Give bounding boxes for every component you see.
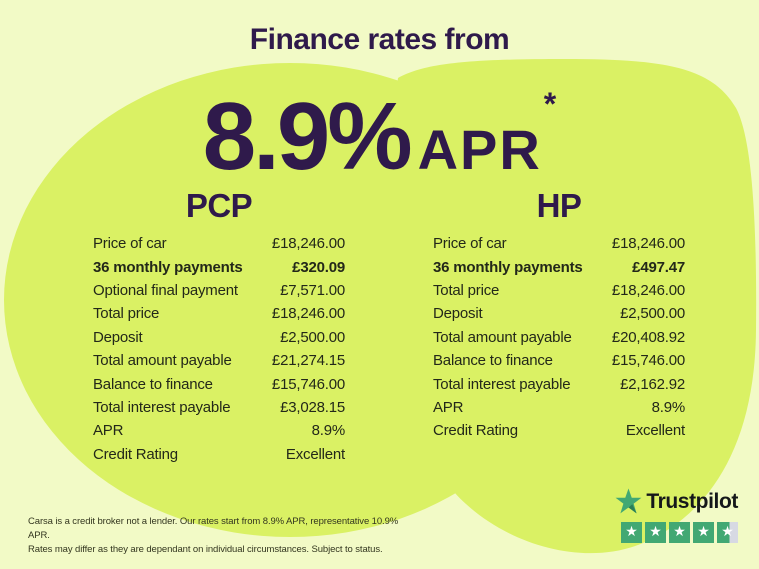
finance-row-value: £2,500.00 — [280, 328, 345, 346]
finance-row-label: Total price — [433, 281, 500, 299]
disclaimer: Carsa is a credit broker not a lender. O… — [28, 515, 418, 557]
finance-row: Credit Rating Excellent — [93, 443, 345, 466]
finance-row-value: £18,246.00 — [271, 305, 345, 323]
finance-row-label: 36 monthly payments — [93, 258, 243, 276]
finance-row: APR 8.9% — [433, 396, 685, 419]
finance-row-label: Credit Rating — [93, 445, 178, 463]
trustpilot-star-icon — [615, 488, 642, 514]
finance-row-label: APR — [93, 422, 124, 440]
headline-rate: 8.9% APR* — [0, 56, 759, 198]
finance-row-label: Deposit — [93, 328, 143, 346]
trustpilot-widget: Trustpilot ★ ★ ★ ★ ★ — [615, 488, 738, 543]
finance-row: Total interest payable £3,028.15 — [93, 396, 345, 419]
rate-value: 8.9% — [202, 83, 413, 190]
hp-title: HP — [536, 187, 582, 224]
finance-row: Price of car £18,246.00 — [93, 232, 345, 255]
finance-row-value: £21,274.15 — [271, 352, 345, 370]
finance-row-value: £320.09 — [292, 258, 345, 276]
finance-row: Price of car £18,246.00 — [433, 232, 685, 255]
finance-row: Total amount payable £20,408.92 — [433, 326, 685, 349]
trustpilot-logo: Trustpilot — [615, 488, 738, 515]
headline-eyebrow: Finance rates from — [249, 23, 510, 56]
apr-asterisk: * — [543, 86, 557, 122]
rating-star-icon: ★ — [669, 522, 690, 543]
trustpilot-rating-stars: ★ ★ ★ ★ ★ — [621, 522, 738, 543]
finance-row-value: £7,571.00 — [280, 281, 345, 299]
finance-row: APR 8.9% — [93, 419, 345, 442]
finance-row-label: Price of car — [93, 235, 167, 253]
finance-row-value: Excellent — [285, 445, 345, 463]
finance-row-value: £2,500.00 — [620, 305, 685, 323]
finance-row-label: Total interest payable — [433, 375, 571, 393]
rating-star-icon: ★ — [717, 522, 738, 543]
finance-row-label: 36 monthly payments — [433, 258, 583, 276]
finance-row: Total price £18,246.00 — [93, 302, 345, 325]
finance-row-label: Price of car — [433, 235, 507, 253]
finance-row: Total interest payable £2,162.92 — [433, 372, 685, 395]
finance-row-value: £18,246.00 — [611, 281, 685, 299]
right-blob — [394, 59, 757, 554]
trustpilot-wordmark: Trustpilot — [646, 490, 738, 513]
disclaimer-line-2: Rates may differ as they are dependant o… — [28, 544, 383, 555]
hp-table: HP Price of car £18,246.00 36 monthly paym… — [433, 189, 685, 443]
apr-label: APR — [417, 118, 542, 181]
finance-row-label: Total price — [93, 305, 160, 323]
finance-row-value: £18,246.00 — [271, 235, 345, 253]
finance-row-label: APR — [433, 398, 464, 416]
finance-row: Deposit £2,500.00 — [433, 302, 685, 325]
finance-row: Total price £18,246.00 — [433, 279, 685, 302]
finance-row: 36 monthly payments £320.09 — [93, 255, 345, 278]
finance-row-label: Total interest payable — [93, 398, 231, 416]
finance-row: Credit Rating Excellent — [433, 419, 685, 442]
finance-row: Total amount payable £21,274.15 — [93, 349, 345, 372]
rating-star-icon: ★ — [645, 522, 666, 543]
finance-row-value: £2,162.92 — [620, 375, 685, 393]
finance-row-label: Total amount payable — [93, 352, 232, 370]
finance-row-value: £15,746.00 — [611, 352, 685, 370]
finance-row: Deposit £2,500.00 — [93, 326, 345, 349]
finance-row-label: Optional final payment — [93, 281, 238, 299]
finance-row-label: Credit Rating — [433, 422, 518, 440]
hp-rows: Price of car £18,246.00 36 monthly payment… — [433, 232, 685, 443]
finance-row-value: £3,028.15 — [280, 398, 345, 416]
finance-row-value: 8.9% — [651, 398, 686, 416]
disclaimer-line-1: Carsa is a credit broker not a lender. O… — [28, 516, 399, 541]
finance-row-label: Deposit — [433, 305, 483, 323]
pcp-title: PCP — [185, 187, 253, 224]
finance-row: Balance to finance £15,746.00 — [93, 372, 345, 395]
finance-row-value: £20,408.92 — [611, 328, 685, 346]
finance-row-value: £18,246.00 — [611, 235, 685, 253]
pcp-rows: Price of car £18,246.00 36 monthly payment… — [93, 232, 345, 466]
finance-row: 36 monthly payments £497.47 — [433, 255, 685, 278]
finance-row-value: £15,746.00 — [271, 375, 345, 393]
rating-star-icon: ★ — [693, 522, 714, 543]
finance-row: Optional final payment £7,571.00 — [93, 279, 345, 302]
finance-row-value: £497.47 — [632, 258, 685, 276]
finance-row-value: Excellent — [625, 422, 685, 440]
pcp-table: PCP Price of car £18,246.00 36 monthly pay… — [93, 189, 345, 466]
finance-row-label: Balance to finance — [93, 375, 213, 393]
finance-row-label: Total amount payable — [433, 328, 572, 346]
finance-row-value: 8.9% — [311, 422, 346, 440]
finance-row: Balance to finance £15,746.00 — [433, 349, 685, 372]
rating-star-icon: ★ — [621, 522, 642, 543]
finance-row-label: Balance to finance — [433, 352, 553, 370]
